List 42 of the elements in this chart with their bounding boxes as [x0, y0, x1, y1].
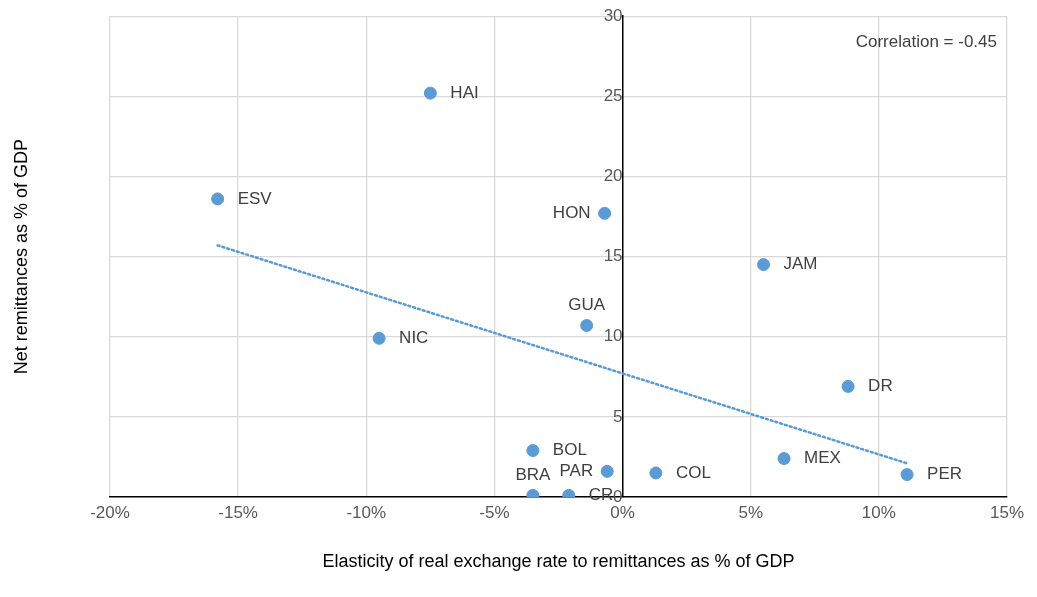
point — [526, 444, 540, 458]
x-tick-label: 5% — [738, 502, 763, 522]
annotation: HON — [552, 203, 591, 223]
point — [649, 466, 663, 480]
x-axis-title: Elasticity of real exchange rate to remittances as % of GDP — [322, 551, 795, 572]
annotation: Correlation = -0.45 — [855, 31, 997, 51]
x-tick-label: 0% — [610, 502, 635, 522]
y-axis-title: Net remittances as % of GDP — [10, 139, 31, 375]
y-tick-label: 15 — [603, 246, 623, 266]
point — [598, 206, 612, 220]
point — [211, 192, 225, 206]
x-tick-label: -10% — [346, 502, 387, 522]
y-tick-label: 20 — [603, 166, 623, 186]
annotation: MEX — [804, 448, 841, 468]
annotation: PAR — [559, 461, 594, 481]
x-tick-label: -5% — [479, 502, 510, 522]
point — [777, 452, 791, 466]
y-tick-label: 25 — [603, 86, 623, 106]
annotation: COL — [675, 462, 711, 482]
y-tick-label: 10 — [603, 326, 623, 346]
y-tick-label: 30 — [603, 5, 623, 25]
point — [757, 258, 771, 272]
annotation: PER — [927, 464, 963, 484]
annotation: HAI — [450, 82, 479, 102]
annotation: BRA — [515, 465, 552, 485]
y-tick-label: 5 — [613, 406, 623, 426]
point — [423, 86, 437, 100]
annotation: DR — [868, 376, 893, 396]
annotation: ESV — [237, 188, 273, 208]
annotation: NIC — [399, 328, 429, 348]
point — [372, 331, 386, 345]
x-tick-label: 10% — [861, 502, 896, 522]
x-tick-label: -15% — [218, 502, 258, 522]
point — [580, 319, 594, 333]
annotation: JAM — [783, 254, 818, 274]
point — [600, 464, 614, 478]
x-tick-label: -20% — [90, 502, 130, 522]
point — [841, 379, 855, 393]
annotation: GUA — [568, 295, 606, 315]
x-tick-label: 15% — [989, 502, 1025, 522]
annotation: BOL — [552, 440, 587, 460]
point — [900, 468, 914, 482]
